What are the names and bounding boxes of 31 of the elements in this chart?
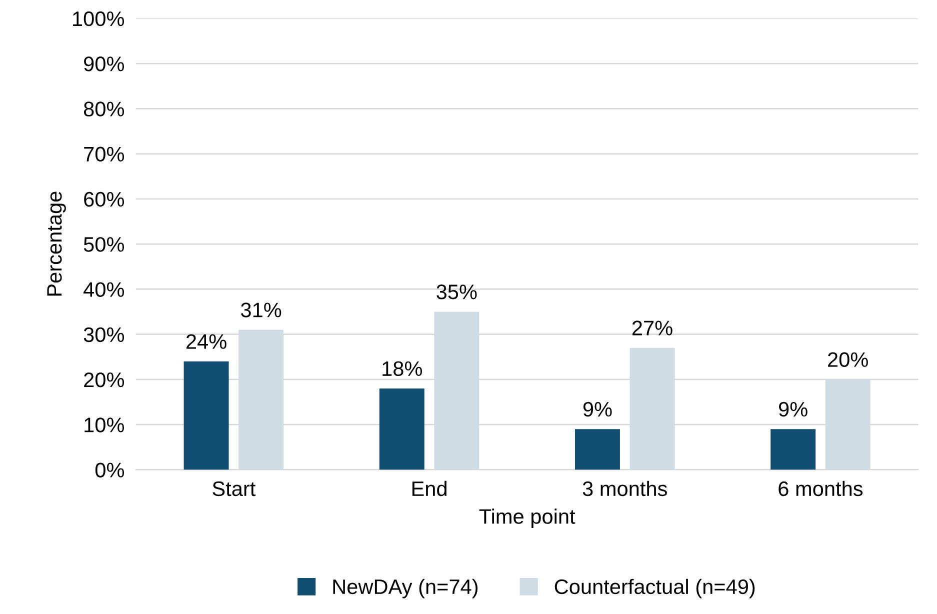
data-label: 20% xyxy=(828,352,868,367)
data-label: 24% xyxy=(186,334,226,349)
data-label: 9% xyxy=(583,402,612,417)
y-tick-label: 10% xyxy=(84,418,124,432)
bar xyxy=(574,429,620,470)
x-tick-label: End xyxy=(412,480,446,496)
x-axis-title: Time point xyxy=(479,508,576,528)
data-label: 9% xyxy=(779,402,808,417)
x-tick-label: 6 months xyxy=(778,480,863,496)
bar xyxy=(379,388,424,470)
y-tick-label: 30% xyxy=(84,327,124,342)
y-tick-label: 100% xyxy=(73,11,124,26)
y-tick-label: 90% xyxy=(84,56,124,72)
legend-label: Counterfactual (n=49) xyxy=(554,578,755,598)
data-label: 35% xyxy=(436,284,477,300)
bar xyxy=(184,361,229,470)
y-tick-label: 80% xyxy=(84,102,124,116)
y-axis-title: Percentage xyxy=(47,192,66,296)
data-label: 18% xyxy=(382,361,422,376)
x-tick-label: 3 months xyxy=(582,480,667,496)
data-label: 27% xyxy=(632,320,672,336)
bar xyxy=(770,429,816,470)
y-tick-label: 0% xyxy=(95,462,124,478)
y-tick-label: 20% xyxy=(84,372,124,388)
data-label: 31% xyxy=(240,302,282,318)
x-tick-label: Start xyxy=(212,481,256,496)
y-tick-label: 50% xyxy=(84,237,124,252)
y-tick-label: 40% xyxy=(84,282,124,297)
y-tick-label: 70% xyxy=(84,146,124,162)
y-tick-label: 60% xyxy=(84,192,124,207)
legend-label: NewDAy (n=74) xyxy=(333,578,478,598)
